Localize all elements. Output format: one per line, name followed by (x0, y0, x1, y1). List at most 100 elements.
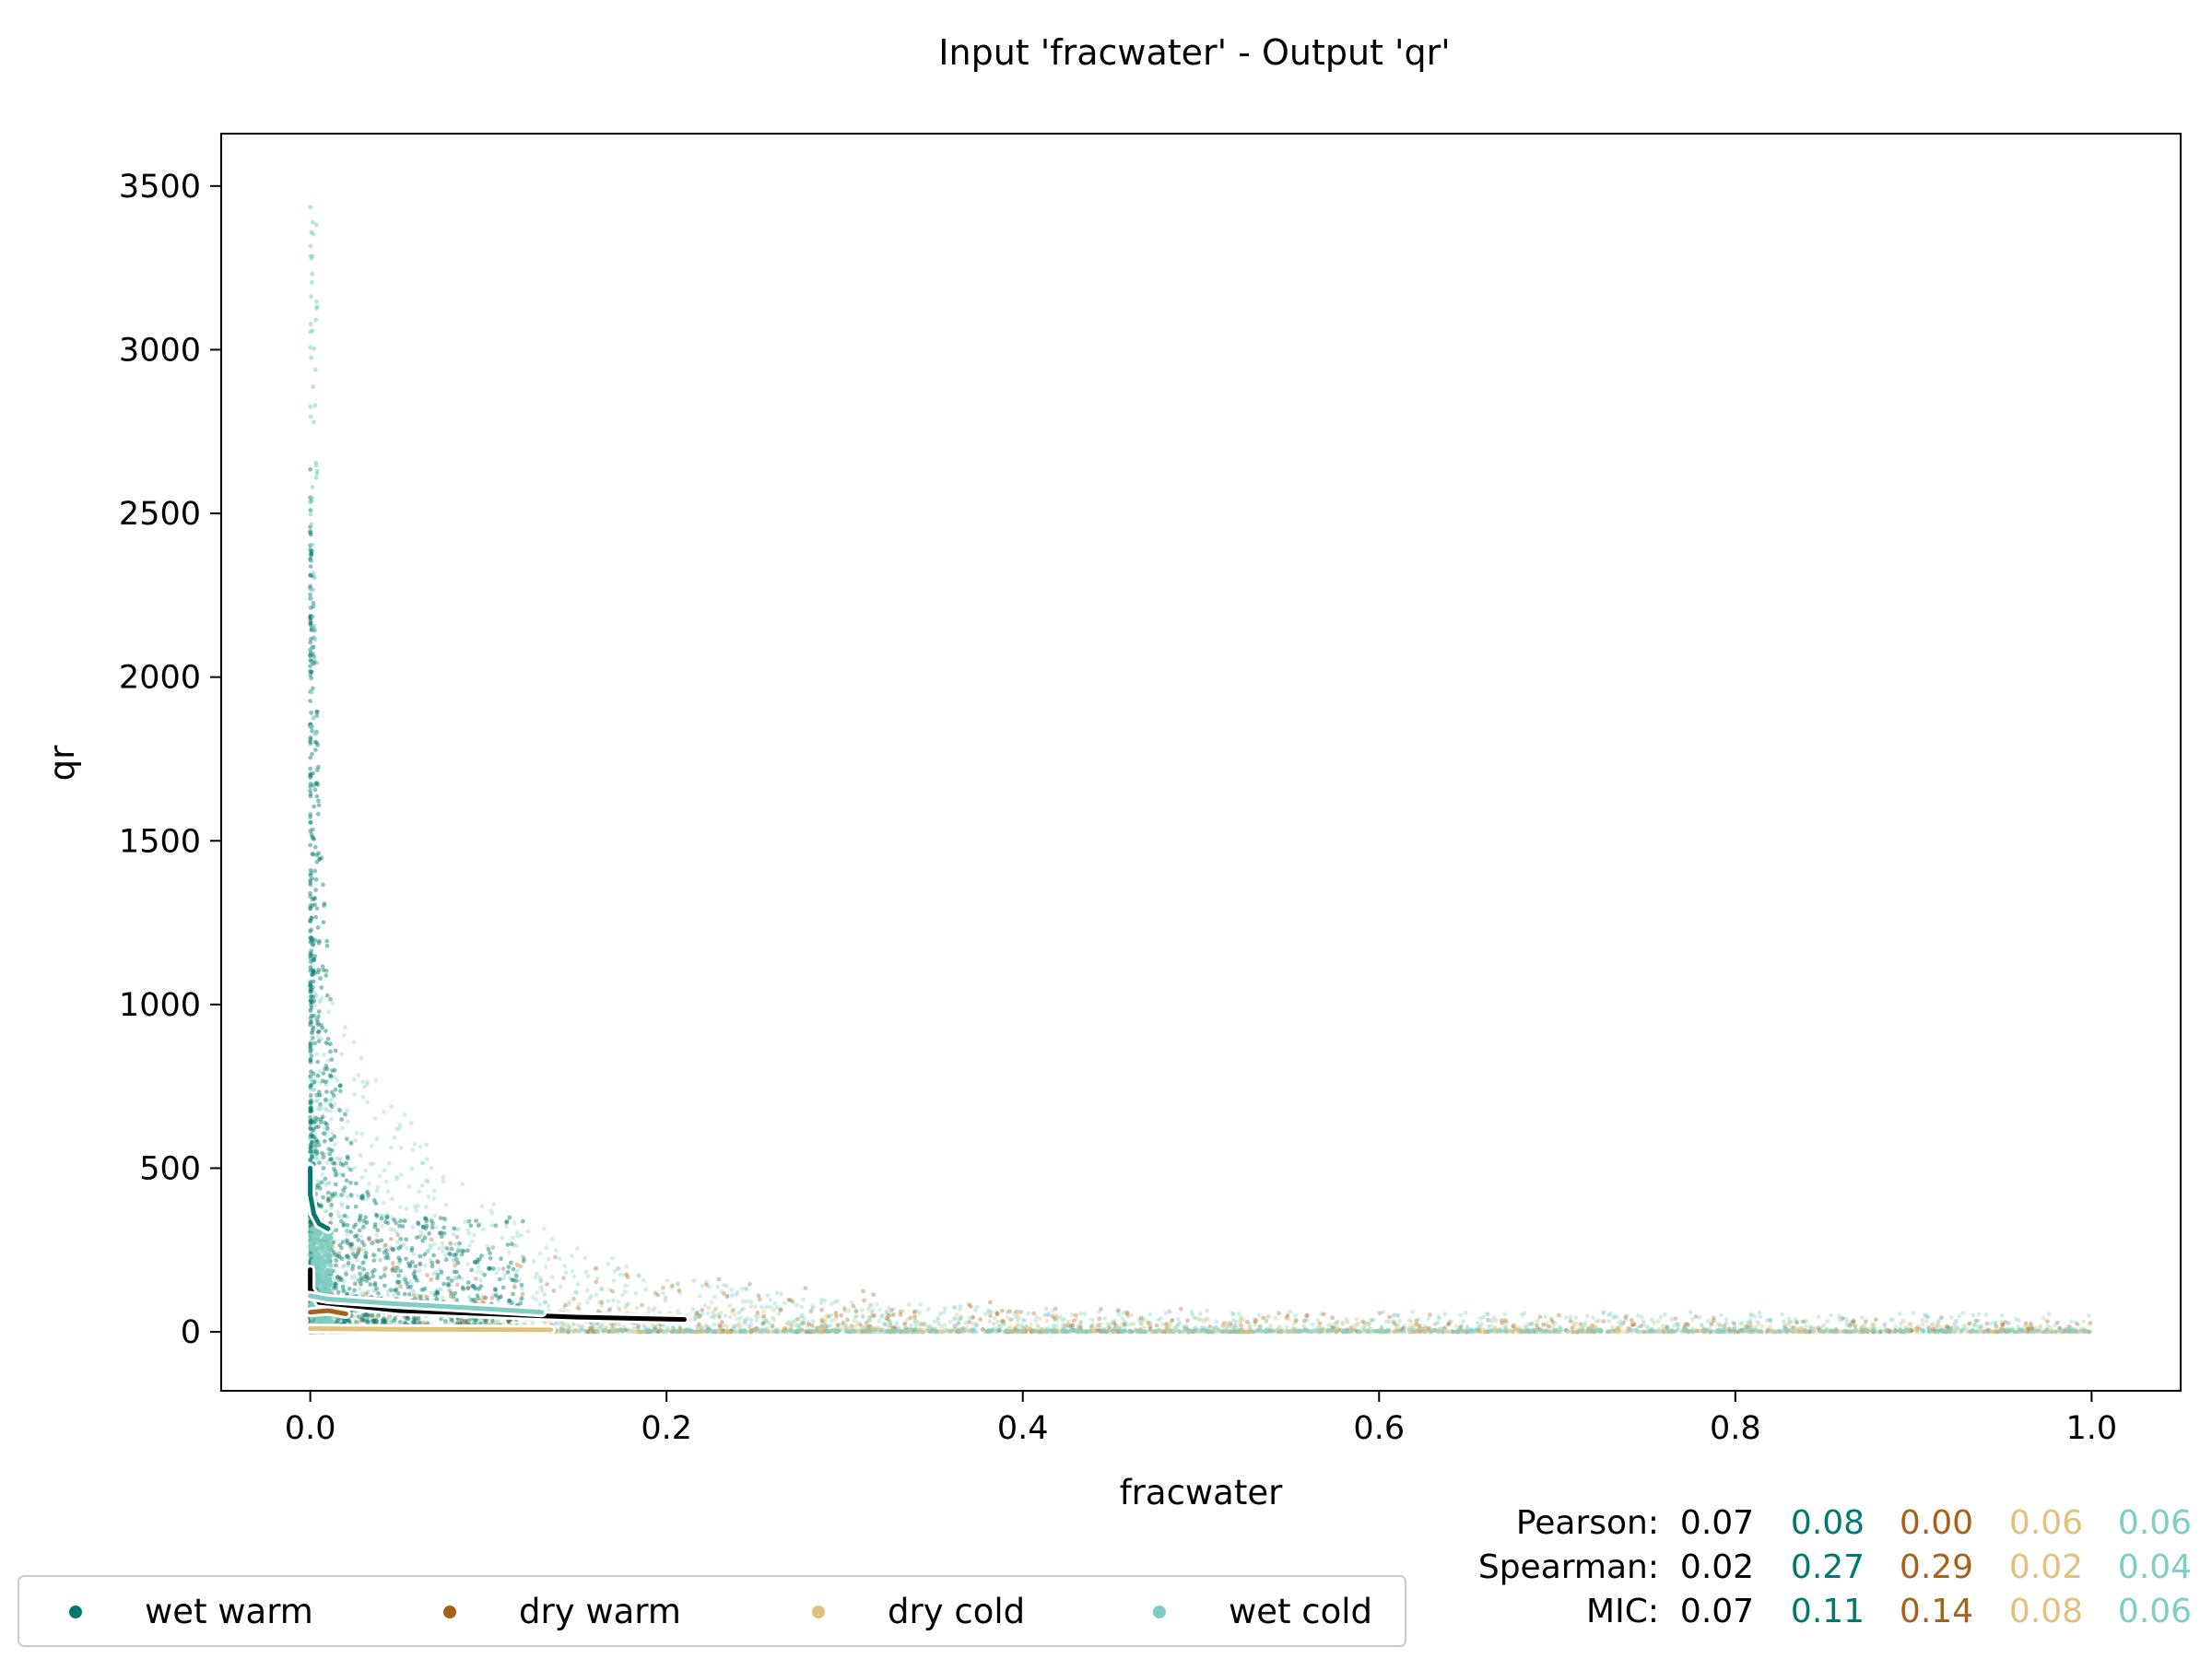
scatter-point (620, 1292, 625, 1298)
scatter-point (716, 1277, 722, 1282)
scatter-point (319, 985, 324, 990)
scatter-point (440, 1249, 445, 1254)
scatter-point (736, 1310, 742, 1315)
scatter-point (309, 1154, 314, 1159)
scatter-point (1730, 1320, 1735, 1324)
scatter-point (321, 968, 326, 972)
scatter-point (912, 1310, 917, 1315)
scatter-point (1682, 1324, 1688, 1329)
scatter-point (996, 1324, 1001, 1328)
scatter-point (358, 1247, 363, 1253)
scatter-point (566, 1324, 571, 1330)
scatter-point (2029, 1320, 2033, 1325)
scatter-point (1007, 1309, 1012, 1314)
scatter-point (439, 1231, 443, 1236)
scatter-point (513, 1278, 519, 1283)
scatter-point (478, 1277, 484, 1283)
scatter-point (416, 1319, 420, 1324)
scatter-point (1641, 1322, 1646, 1327)
scatter-point (309, 229, 314, 235)
scatter-point (1189, 1309, 1194, 1314)
scatter-point (448, 1241, 453, 1246)
scatter-point (835, 1299, 841, 1303)
scatter-point (308, 842, 313, 848)
chart-title: Input 'fracwater' - Output 'qr' (938, 32, 1450, 73)
scatter-point (308, 1108, 313, 1113)
scatter-point (398, 1284, 403, 1289)
scatter-point (1972, 1322, 1978, 1327)
scatter-point (859, 1308, 865, 1313)
scatter-point (320, 995, 324, 1000)
scatter-point (385, 1214, 390, 1219)
scatter-point (357, 1265, 362, 1270)
scatter-point (308, 1088, 313, 1093)
scatter-point (585, 1288, 590, 1293)
scatter-point (1123, 1323, 1128, 1328)
scatter-point (383, 1219, 388, 1225)
scatter-point (396, 1255, 401, 1261)
scatter-point (1026, 1311, 1031, 1316)
scatter-point (309, 294, 313, 300)
scatter-point (695, 1324, 700, 1329)
scatter-point (426, 1247, 431, 1253)
scatter-point (412, 1141, 418, 1147)
scatter-point (390, 1261, 395, 1265)
scatter-point (797, 1323, 803, 1328)
scatter-point (1284, 1328, 1289, 1334)
scatter-point (453, 1252, 459, 1257)
scatter-point (515, 1268, 521, 1273)
scatter-point (793, 1318, 797, 1324)
scatter-point (476, 1223, 481, 1229)
scatter-point (1808, 1324, 1813, 1329)
scatter-point (1499, 1318, 1504, 1324)
scatter-point (1412, 1323, 1418, 1328)
scatter-point (402, 1291, 407, 1297)
scatter-point (372, 1116, 378, 1121)
scatter-point (1615, 1314, 1619, 1320)
scatter-point (1601, 1319, 1606, 1324)
scatter-point (712, 1322, 717, 1327)
scatter-point (1449, 1328, 1454, 1334)
scatter-point (2006, 1321, 2011, 1325)
scatter-point (1383, 1319, 1389, 1324)
scatter-point (1922, 1312, 1927, 1317)
scatter-point (358, 1213, 363, 1218)
scatter-point (1284, 1324, 1289, 1330)
scatter-point (1977, 1326, 1983, 1331)
scatter-point (759, 1304, 764, 1310)
scatter-point (909, 1323, 913, 1328)
scatter-point (400, 1224, 406, 1229)
scatter-point (308, 329, 313, 335)
scatter-point (636, 1273, 641, 1277)
scatter-point (1689, 1317, 1695, 1322)
scatter-point (355, 1194, 360, 1198)
scatter-point (324, 1097, 328, 1102)
scatter-point (558, 1284, 563, 1289)
scatter-point (360, 1290, 365, 1296)
scatter-point (1415, 1327, 1420, 1332)
scatter-point (571, 1323, 576, 1327)
scatter-point (362, 1168, 368, 1173)
scatter-point (513, 1271, 518, 1277)
scatter-point (1999, 1320, 2005, 1324)
scatter-point (1699, 1323, 1704, 1327)
scatter-point (1952, 1329, 1958, 1335)
scatter-point (310, 542, 315, 547)
scatter-point (329, 1089, 335, 1095)
scatter-point (1936, 1320, 1940, 1324)
scatter-point (394, 1282, 400, 1288)
scatter-point (312, 1041, 317, 1046)
scatter-point (712, 1294, 717, 1300)
scatter-point (1239, 1315, 1243, 1320)
scatter-point (958, 1303, 963, 1309)
scatter-point (312, 656, 317, 662)
scatter-point (500, 1285, 506, 1290)
scatter-point (766, 1321, 771, 1325)
scatter-point (508, 1260, 513, 1265)
scatter-point (663, 1295, 668, 1300)
scatter-point (374, 1214, 380, 1218)
scatter-point (968, 1304, 973, 1309)
scatter-point (1623, 1314, 1629, 1320)
scatter-point (347, 1318, 352, 1324)
scatter-point (860, 1324, 865, 1329)
